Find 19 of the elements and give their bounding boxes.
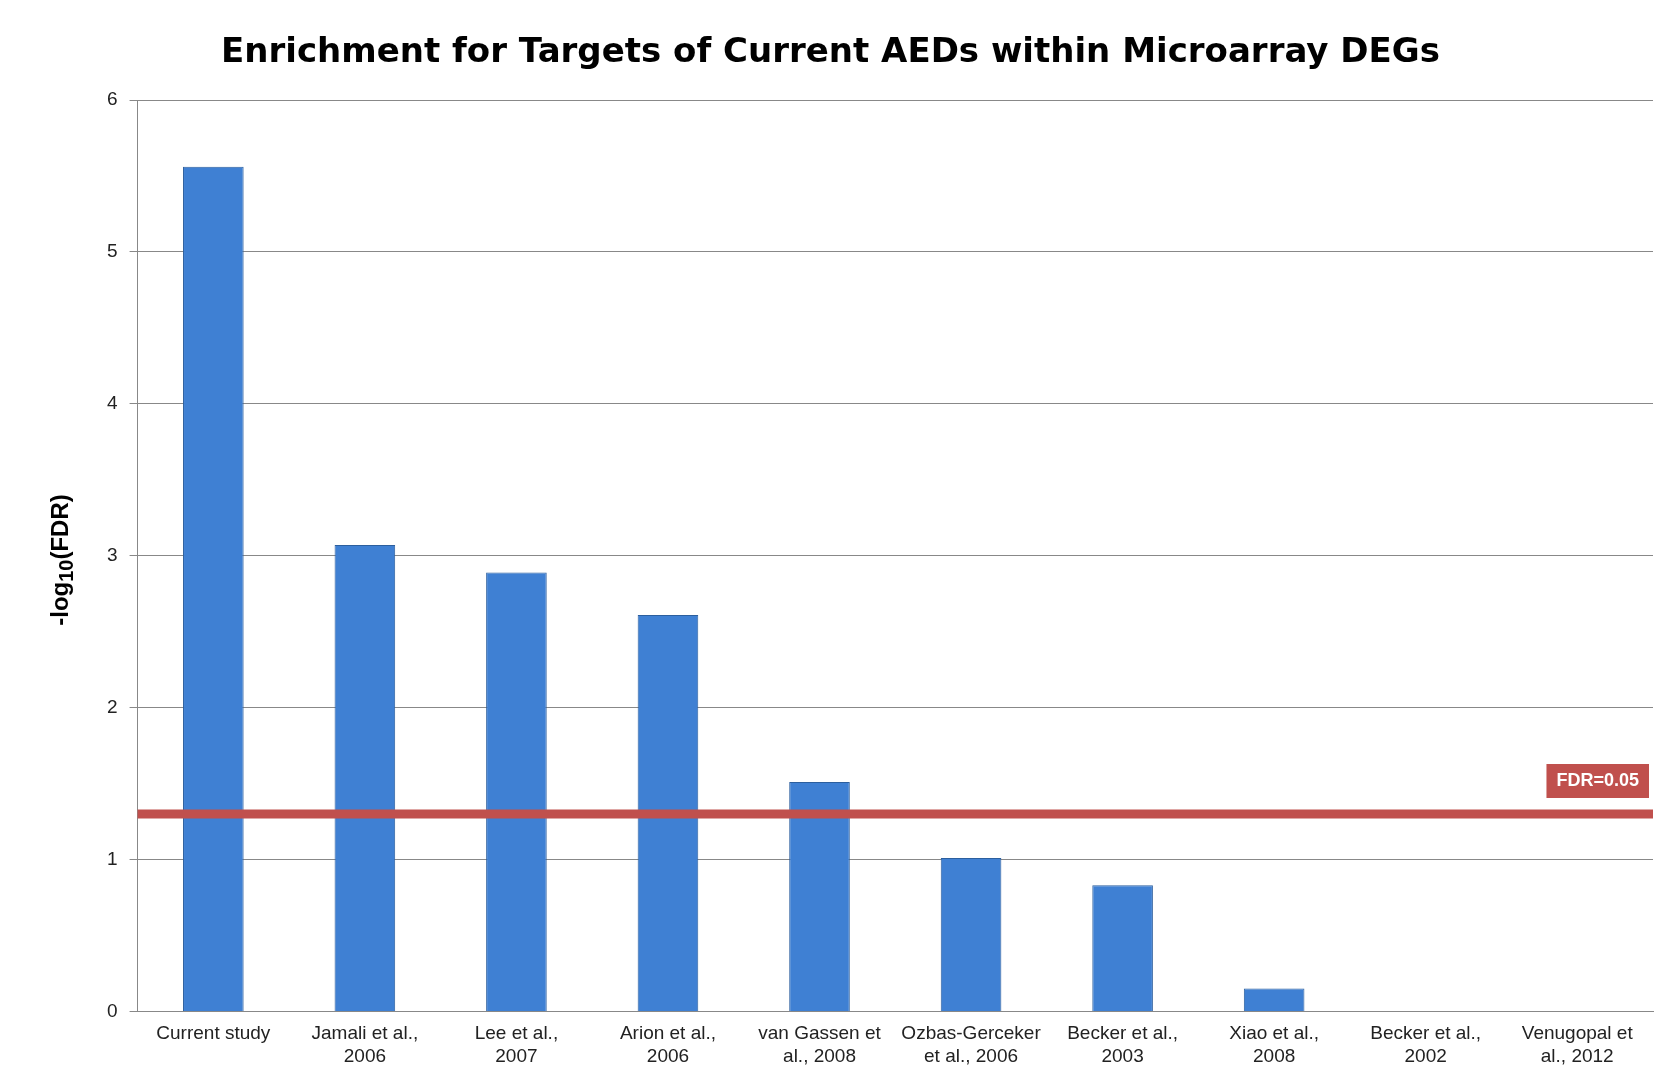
chart-title: Enrichment for Targets of Current AEDs within Microarray DEGs bbox=[220, 30, 1441, 70]
x-tick-label: Jamali et al., 2006 bbox=[311, 1022, 419, 1066]
x-tick-label: Lee et al., 2007 bbox=[474, 1022, 559, 1066]
annotation: FDR=0.05 bbox=[1556, 769, 1639, 790]
y-tick-label: 4 bbox=[106, 392, 118, 414]
x-tick-label: Current study bbox=[156, 1022, 271, 1044]
y-tick-label: 2 bbox=[106, 695, 118, 717]
x-tick-label: Ozbas-Gerceker et al., 2006 bbox=[901, 1022, 1042, 1066]
x-tick-label: Venugopal et al., 2012 bbox=[1521, 1022, 1634, 1066]
x-tick-label: Arion et al., 2006 bbox=[619, 1022, 717, 1066]
y-tick-label: 1 bbox=[106, 847, 118, 869]
x-tick-label: Becker et al., 2003 bbox=[1067, 1022, 1179, 1066]
y-tick-label: 0 bbox=[106, 999, 118, 1021]
x-tick-label: van Gassen et al., 2008 bbox=[758, 1022, 882, 1066]
y-tick-label: 6 bbox=[106, 88, 118, 110]
x-tick-label: Becker et al., 2002 bbox=[1370, 1022, 1482, 1066]
y-tick-label: 5 bbox=[106, 240, 118, 262]
x-tick-label: Xiao et al., 2008 bbox=[1229, 1022, 1320, 1066]
y-tick-label: 3 bbox=[106, 543, 118, 565]
